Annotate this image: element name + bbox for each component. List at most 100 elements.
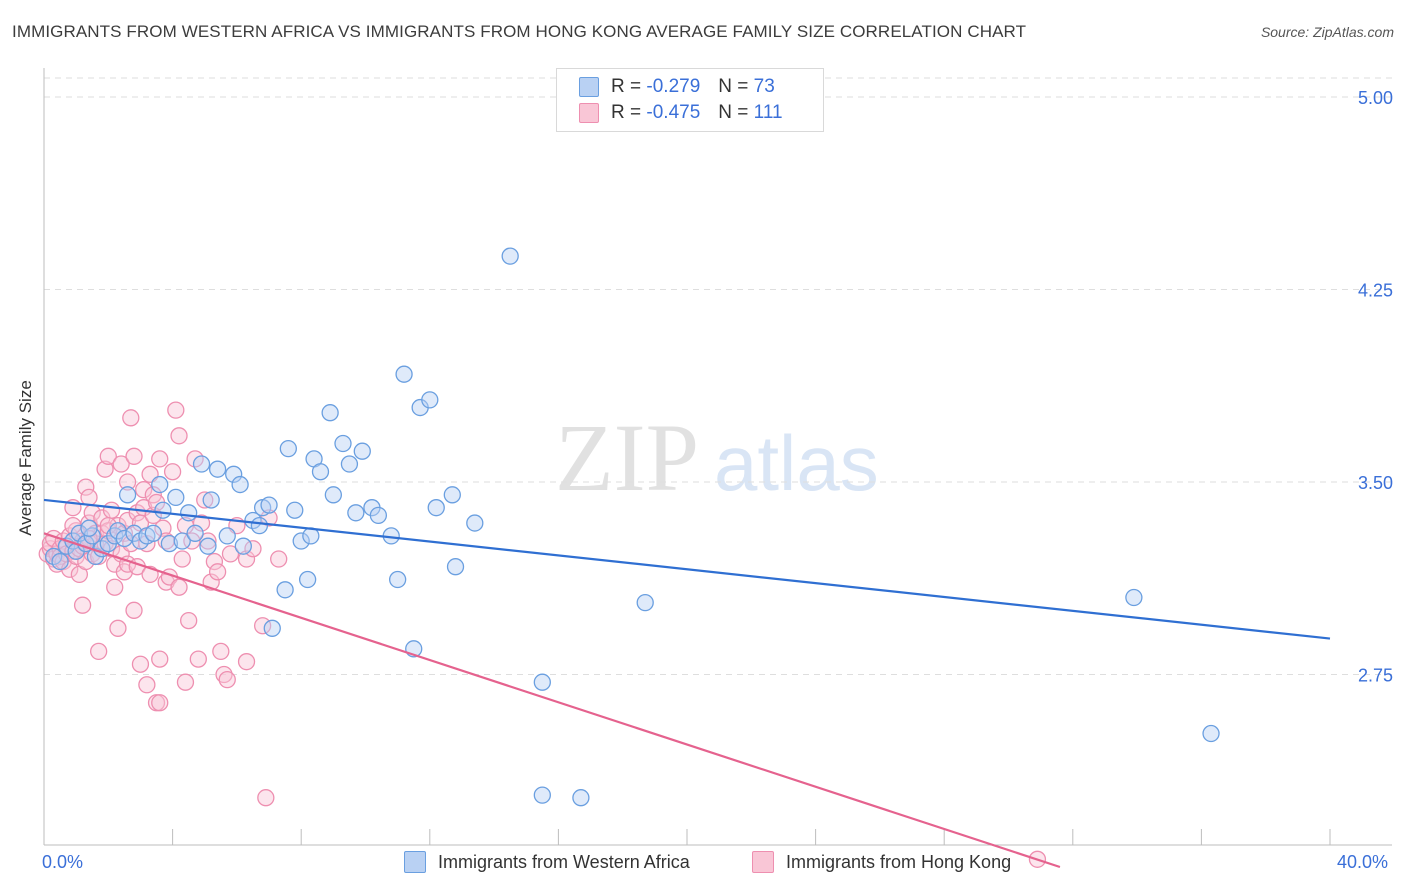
data-point [192,455,211,473]
data-point [257,789,275,807]
trend-line-western-africa [43,498,1331,640]
data-point [250,516,269,535]
data-point [173,550,191,568]
data-point [160,534,179,553]
data-point [173,532,191,550]
data-point [67,522,85,540]
data-point [122,409,140,427]
data-point [99,516,117,535]
data-point [170,578,188,596]
data-point [151,450,169,468]
legend-r-value: -0.279 [646,76,701,97]
data-point [276,581,294,599]
source-label: Source: ZipAtlas.com [1260,24,1394,40]
data-point [125,601,143,619]
data-point [427,499,445,517]
data-point [192,514,211,532]
data-point [421,391,439,409]
data-point [572,789,590,807]
data-point [118,486,137,504]
data-point [51,552,69,571]
data-point [321,404,339,422]
data-point [163,463,182,481]
data-point [225,465,243,483]
data-point [334,434,352,453]
bottom-legend-label: Immigrants from Western Africa [438,851,690,872]
data-point [270,550,288,568]
data-point [208,460,227,478]
data-point [353,442,371,460]
data-point [263,619,281,637]
data-point [106,578,124,596]
data-point [196,491,214,509]
data-point [298,570,317,589]
axes [43,68,1392,846]
bottom-legend-swatch-pink [752,851,774,873]
data-point [347,504,365,522]
data-point [167,488,185,507]
x-tick-min: 0.0% [42,852,84,872]
data-point [533,786,551,804]
data-point [125,447,143,465]
data-point [324,486,343,504]
data-point [167,401,185,419]
data-point [112,455,130,473]
data-point [199,537,217,555]
data-point [501,247,519,265]
data-point [186,524,204,542]
watermark-atlas: atlas [714,419,879,507]
y-tick-labels: 5.00 4.25 3.50 2.75 [1358,88,1393,686]
y-axis-label: Average Family Size [16,380,35,536]
data-point [218,670,236,689]
data-point [260,496,278,514]
y-tick-label: 3.50 [1358,473,1393,493]
bottom-legend-label: Immigrants from Hong Kong [786,851,1012,872]
legend-n-label: N = [718,76,749,97]
data-point [151,694,169,712]
data-point [176,673,195,691]
data-point [244,540,262,558]
legend-n-label: N = [718,102,749,123]
legend-r-label: R = [611,102,642,123]
data-point [215,665,233,684]
data-point [395,365,413,383]
data-point [286,501,304,519]
data-point [533,673,551,691]
data-point [218,527,236,545]
data-point [90,642,108,661]
trend-line-hong-kong [43,532,1061,869]
watermark-zip: ZIP [555,404,699,511]
bottom-legend-western-africa: Immigrants from Western Africa [404,851,690,873]
data-point [135,481,153,499]
data-point [446,558,465,576]
data-point [234,537,252,555]
data-point [73,596,92,614]
data-point [205,552,224,571]
data-point [151,650,169,668]
data-point [144,524,162,542]
bottom-legend-hong-kong: Immigrants from Hong Kong [752,851,1011,873]
data-point [96,460,114,478]
data-point [443,486,461,504]
data-point [311,463,330,481]
data-point [102,501,121,519]
data-point [131,655,150,673]
series-western-africa-points [44,247,1220,807]
series-hong-kong-points [38,401,1047,868]
legend-n-value: 111 [753,102,783,123]
data-point [106,527,124,545]
data-point [70,524,89,542]
data-point [80,488,98,507]
gridlines [44,77,1392,675]
correlation-legend: R = -0.279 N = 73 R = -0.475 N = 111 [556,68,824,132]
x-tick-max: 40.0% [1337,852,1389,872]
data-point [1125,588,1143,607]
legend-row-hong-kong: R = -0.475 N = 111 [579,101,783,125]
chart-title: IMMIGRANTS FROM WESTERN AFRICA VS IMMIGR… [12,22,1027,41]
data-point [279,439,297,458]
data-point [199,532,217,550]
data-point [231,475,249,494]
data-point [369,506,388,525]
data-point [208,563,227,581]
trend-lines [43,498,1331,869]
